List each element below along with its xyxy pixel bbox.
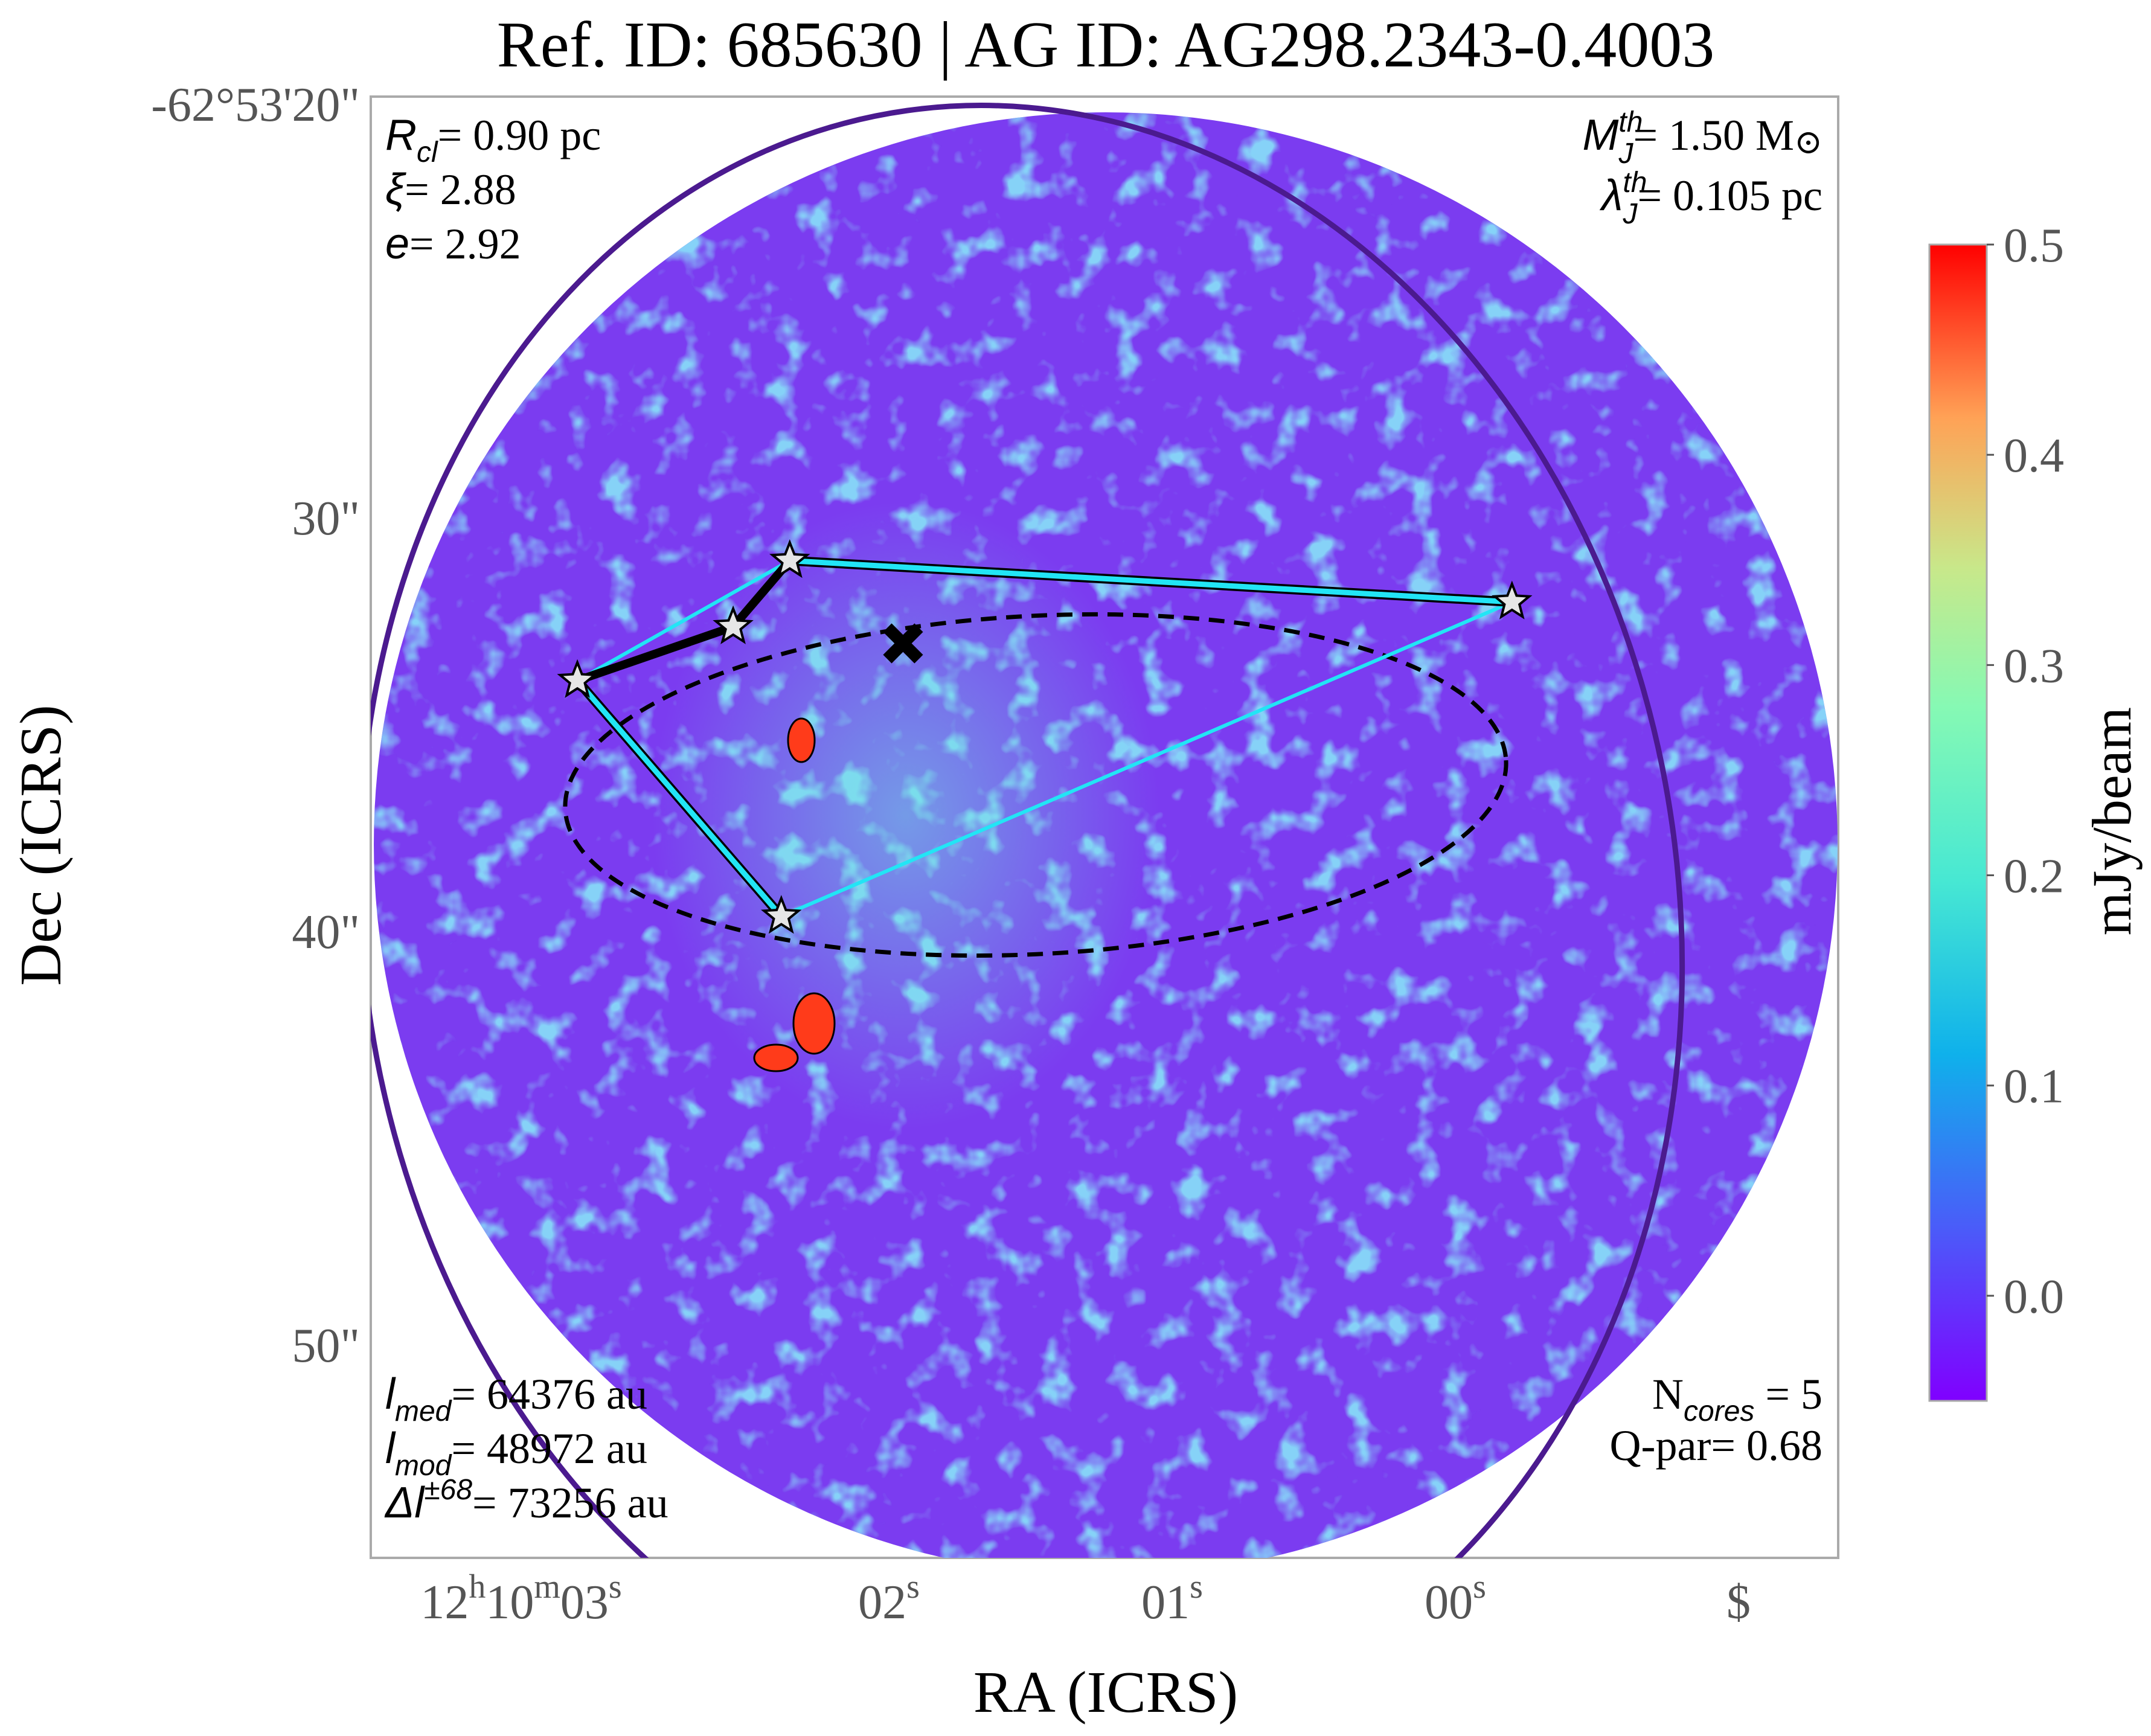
annotation-bottom-left-1: lmod= 48972 au (385, 1424, 647, 1482)
annotation-top-left-1: ξ= 2.88 (385, 165, 516, 214)
colorbar-tick-label-1: 0.1 (2004, 1060, 2064, 1113)
colorbar: 0.0 0.1 0.2 0.3 0.4 0.5 mJy/beam (1928, 219, 2143, 1402)
colorbar-tick-label-5: 0.5 (2004, 219, 2064, 272)
x-tick-labels: 12h10m03s 02s 01s 00s $ (420, 1568, 1751, 1629)
core-star-4 (760, 895, 802, 934)
hull-edge-2 (780, 600, 1513, 918)
annotation-top-left-0: Rcl= 0.90 pc (385, 111, 601, 168)
y-tick-label-2: 40" (292, 906, 360, 959)
y-axis-label: Dec (ICRS) (8, 705, 74, 985)
core-star-5 (1492, 580, 1533, 620)
annotation-bottom-left-0: lmed= 64376 au (385, 1370, 647, 1427)
annotation-bottom-right-0: Ncores = 5 (1652, 1370, 1822, 1427)
x-tick-label-4: $ (1726, 1576, 1751, 1629)
colorbar-label: mJy/beam (2081, 707, 2143, 935)
annotation-bottom-left-2: Δl±68= 73256 au (384, 1474, 668, 1527)
intensity-map (374, 112, 1838, 1558)
overlay-layer (371, 103, 1685, 1558)
y-tick-label-1: 30" (292, 492, 360, 545)
mst-edge-3 (575, 679, 784, 918)
mst-edge-2 (789, 558, 1513, 605)
y-tick-label-0: -62°53'20" (151, 78, 360, 132)
y-tick-labels: -62°53'20" 30" 40" 50" (151, 78, 360, 1372)
clump-center-marker (883, 623, 923, 664)
clump-ellipse (371, 103, 1685, 1558)
colorbar-tick-label-2: 0.2 (2004, 850, 2064, 903)
colorbar-tick-label-3: 0.3 (2004, 639, 2064, 693)
annotation-top-right-1: λth J= 0.105 pc (1599, 167, 1822, 230)
emission-peak-1 (792, 992, 836, 1055)
annotation-bottom-right-1: Q-par= 0.68 (1609, 1421, 1822, 1470)
colorbar-tick-label-0: 0.0 (2004, 1270, 2064, 1324)
annotation-top-right-0: Mth J= 1.50 M⊙ (1582, 106, 1822, 170)
colorbar-ticks: 0.0 0.1 0.2 0.3 0.4 0.5 (1987, 219, 2064, 1324)
x-axis-label: RA (ICRS) (973, 1660, 1238, 1725)
chart-title: Ref. ID: 685630 | AG ID: AG298.2343-0.40… (497, 9, 1715, 81)
x-tick-label-1: 02s (858, 1568, 920, 1629)
x-tick-label-3: 00s (1425, 1568, 1486, 1629)
emission-peak-0 (787, 717, 816, 763)
x-tick-label-0: 12h10m03s (420, 1568, 621, 1629)
core-star-2 (713, 605, 754, 644)
colorbar-tick-label-4: 0.4 (2004, 429, 2064, 482)
mst-edge-1 (573, 623, 738, 685)
core-ellipse (563, 612, 1508, 958)
x-tick-label-2: 01s (1141, 1568, 1203, 1629)
hull-edge-0 (576, 559, 791, 682)
annotation-top-left-2: e= 2.92 (385, 220, 521, 268)
core-star-3 (557, 659, 598, 698)
emission-peak-2 (753, 1043, 799, 1072)
annotations: Rcl= 0.90 pcξ= 2.88 e= 2.92 Mth J= 1.50 M⊙λ… (384, 106, 1822, 1527)
y-tick-label-3: 50" (292, 1319, 360, 1372)
core-star-1 (769, 539, 810, 578)
colorbar-gradient (1928, 243, 1988, 1402)
